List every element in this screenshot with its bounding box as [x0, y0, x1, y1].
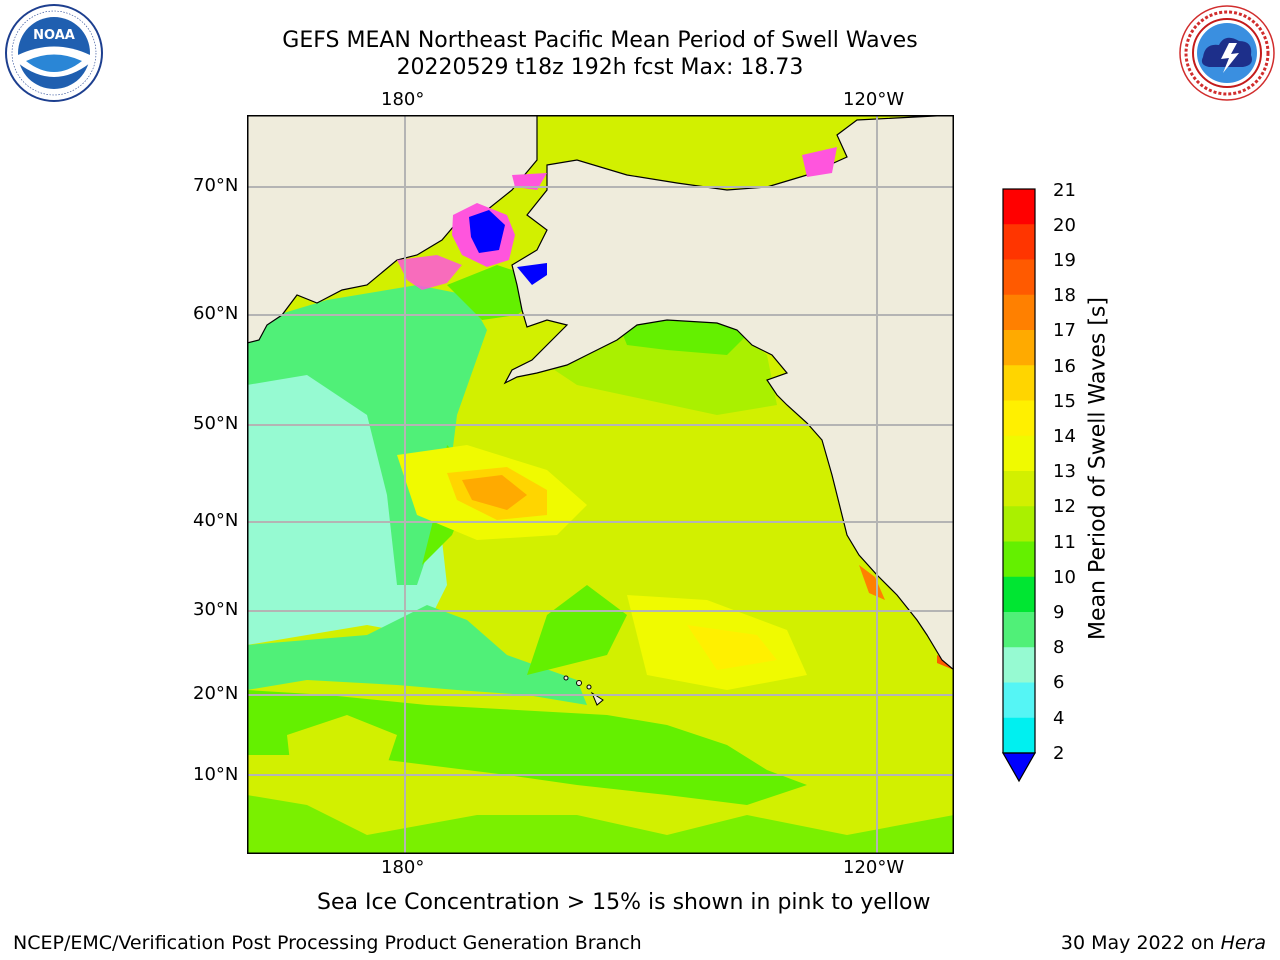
footer-host: Hera [1220, 932, 1266, 954]
colorbar-tick-18: 18 [1053, 285, 1076, 306]
colorbar-cell [1003, 717, 1035, 754]
colorbar-tick-14: 14 [1053, 426, 1076, 447]
swell-coast-orange-ca [859, 565, 885, 600]
land-masses [247, 115, 954, 671]
lat-label-70n: 70°N [193, 175, 239, 196]
colorbar-cell [1003, 612, 1035, 648]
noaa-logo-icon: NOAA [5, 4, 103, 102]
lat-label-40n: 40°N [193, 510, 239, 531]
swell-band-teal-subtropical [247, 605, 587, 705]
map-title-line1: GEFS MEAN Northeast Pacific Mean Period … [282, 28, 918, 53]
colorbar-cell [1003, 330, 1035, 366]
swell-band-green-tropical [247, 690, 807, 805]
swell-region-bright-yellow [687, 625, 777, 670]
map-graticule [247, 115, 954, 854]
colorbar-cell [1003, 294, 1035, 331]
colorbar-tick-6: 6 [1053, 672, 1065, 693]
swell-band-green-south [247, 795, 954, 854]
sea-ice-pink-shelf [397, 255, 462, 290]
colorbar-tick-16: 16 [1053, 356, 1076, 377]
colorbar-tick-17: 17 [1053, 320, 1076, 341]
colorbar-cell [1003, 682, 1035, 719]
colorbar-cell [1003, 189, 1035, 225]
colorbar-tick-15: 15 [1053, 391, 1076, 412]
colorbar-cell [1003, 471, 1035, 507]
sea-ice-pink-chukchi [512, 173, 547, 190]
lon-label-bottom-180: 180° [381, 857, 425, 878]
lat-label-60n: 60°N [193, 303, 239, 324]
noaa-logo-text: NOAA [33, 28, 75, 43]
lon-label-bottom-120w: 120°W [843, 857, 905, 878]
colorbar [1002, 188, 1036, 783]
colorbar-tick-8: 8 [1053, 637, 1065, 658]
colorbar-tick-2: 2 [1053, 743, 1065, 764]
colorbar-label: Mean Period of Swell Waves [s] [1085, 297, 1111, 640]
sea-ice-pink-beaufort [802, 147, 837, 177]
lon-label-top-120w: 120°W [843, 89, 905, 110]
sea-ice-note: Sea Ice Concentration > 15% is shown in … [317, 890, 931, 915]
lat-label-10n: 10°N [193, 764, 239, 785]
map-title-line2: 20220529 t18z 192h fcst Max: 18.73 [396, 55, 804, 80]
colorbar-tick-9: 9 [1053, 602, 1065, 623]
footer-date-text: 30 May 2022 on [1060, 932, 1221, 954]
colorbar-cell [1003, 576, 1035, 613]
swell-max-orange [462, 475, 527, 510]
colorbar-cell [1003, 435, 1035, 472]
map-panel [247, 115, 954, 854]
footer-branch: NCEP/EMC/Verification Post Processing Pr… [13, 932, 642, 954]
colorbar-extend-arrow [1002, 752, 1036, 783]
colorbar-cell [1003, 506, 1035, 542]
sea-ice-blue-norton [517, 263, 547, 285]
colorbar-tick-19: 19 [1053, 250, 1076, 271]
colorbar-tick-13: 13 [1053, 461, 1076, 482]
colorbar-tick-11: 11 [1053, 532, 1076, 553]
lon-label-top-180: 180° [381, 89, 425, 110]
sea-ice-blue-bering [469, 210, 505, 253]
colorbar-tick-21: 21 [1053, 180, 1076, 201]
colorbar-tick-20: 20 [1053, 215, 1076, 236]
footer-date: 30 May 2022 on Hera [1061, 932, 1266, 954]
colorbar-tick-12: 12 [1053, 496, 1076, 517]
lat-label-50n: 50°N [193, 413, 239, 434]
lat-label-30n: 30°N [193, 599, 239, 620]
colorbar-cell [1003, 647, 1035, 683]
nws-logo-icon [1179, 5, 1275, 101]
colorbar-tick-10: 10 [1053, 567, 1076, 588]
colorbar-cell [1003, 541, 1035, 578]
colorbar-cell [1003, 259, 1035, 296]
swell-region-green-hawaii [527, 585, 627, 675]
colorbar-cell [1003, 365, 1035, 401]
lat-label-20n: 20°N [193, 683, 239, 704]
colorbar-cell [1003, 400, 1035, 437]
colorbar-cell [1003, 224, 1035, 260]
colorbar-tick-4: 4 [1053, 708, 1065, 729]
swell-region-green-gulf-coast [617, 315, 747, 355]
